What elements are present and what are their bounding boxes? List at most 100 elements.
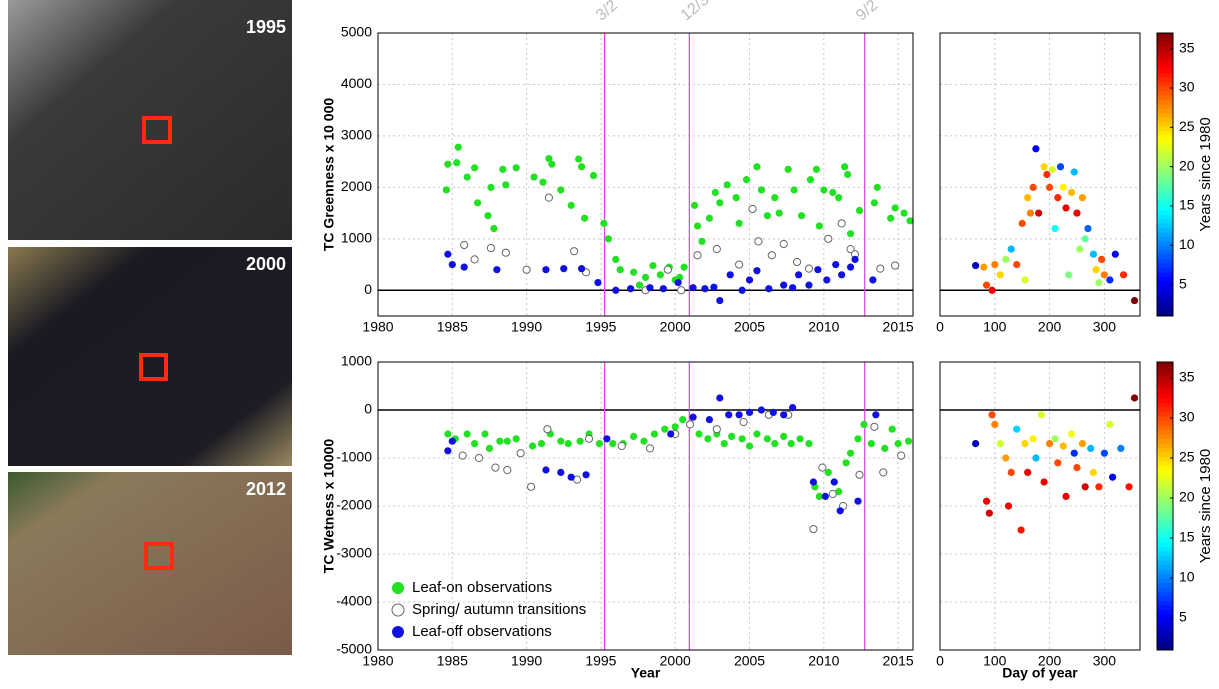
point	[528, 442, 537, 450]
point	[763, 435, 771, 443]
point	[481, 430, 489, 438]
x-tick-label: 1980	[362, 319, 393, 335]
colorbar-band	[1157, 192, 1173, 198]
photo-year: 1995	[246, 17, 286, 37]
point	[888, 425, 896, 433]
point	[1095, 278, 1103, 287]
colorbar-band	[1157, 528, 1173, 534]
colorbar-tick-label: 15	[1179, 529, 1195, 545]
colorbar-band	[1157, 41, 1173, 47]
point	[1106, 276, 1114, 284]
point	[612, 255, 620, 263]
x-tick-label: 0	[936, 653, 944, 669]
point	[738, 286, 746, 294]
point	[881, 444, 889, 452]
point	[1062, 492, 1070, 500]
point	[739, 417, 748, 427]
point	[650, 430, 659, 438]
x-tick-label: 2010	[808, 653, 839, 669]
point	[879, 468, 888, 477]
colorbar-band	[1157, 533, 1173, 538]
x-tick-label: 100	[983, 653, 1007, 669]
colorbar-band	[1157, 33, 1173, 38]
colorbar-band	[1157, 591, 1173, 597]
point	[1002, 454, 1010, 462]
y-tick-label: -4000	[336, 593, 372, 609]
x-tick-label: 300	[1093, 319, 1117, 335]
point	[674, 278, 682, 287]
point	[595, 440, 604, 448]
colorbar-band	[1157, 77, 1173, 83]
colorbar-band	[1157, 307, 1173, 313]
point	[851, 255, 859, 263]
colorbar-tick-label: 35	[1179, 39, 1195, 55]
colorbar-band	[1157, 555, 1173, 561]
point	[780, 411, 788, 419]
colorbar-band	[1157, 245, 1173, 251]
point	[780, 281, 788, 289]
point	[526, 482, 536, 491]
point	[1059, 442, 1067, 450]
colorbar-band	[1157, 497, 1173, 502]
colorbar-band	[1157, 614, 1173, 619]
point	[1062, 204, 1070, 212]
point	[548, 160, 556, 168]
point	[1037, 411, 1045, 419]
point	[448, 260, 456, 269]
point	[690, 201, 699, 209]
point	[1092, 266, 1100, 274]
point	[904, 437, 913, 445]
colorbar-band	[1157, 165, 1173, 171]
point	[474, 453, 484, 463]
point	[712, 425, 721, 434]
point	[485, 444, 494, 452]
colorbar-band	[1157, 201, 1173, 206]
x-tick-label: 2005	[734, 653, 765, 669]
colorbar-band	[1157, 596, 1173, 601]
point	[635, 281, 644, 289]
point	[539, 178, 547, 186]
colorbar-band	[1157, 214, 1173, 220]
point	[780, 432, 788, 440]
colorbar-tick-label: 10	[1179, 236, 1195, 252]
point	[584, 434, 594, 443]
point	[1021, 276, 1029, 284]
y-tick-label: 3000	[341, 127, 372, 143]
point	[725, 411, 733, 419]
point	[763, 212, 771, 220]
point	[582, 471, 590, 479]
event-date: 9/2	[853, 0, 881, 24]
point	[812, 165, 821, 173]
point	[846, 263, 855, 271]
colorbar-label: Years since 1980	[1197, 449, 1214, 564]
colorbar-band	[1157, 546, 1173, 552]
y-tick-label: 0	[364, 401, 372, 417]
point	[820, 186, 828, 194]
colorbar-band	[1157, 293, 1173, 299]
colorbar-tick-label: 25	[1179, 118, 1195, 134]
y-tick-label: 2000	[341, 178, 372, 194]
point	[1067, 188, 1076, 197]
colorbar-band	[1157, 492, 1173, 498]
point	[804, 264, 814, 273]
point	[470, 164, 479, 172]
point	[1081, 235, 1089, 243]
colorbar-band	[1157, 86, 1173, 91]
point	[809, 478, 818, 486]
point	[735, 411, 743, 419]
colorbar-band	[1157, 560, 1173, 565]
point	[769, 408, 777, 416]
point	[444, 430, 452, 438]
point	[570, 247, 579, 256]
point	[854, 497, 862, 505]
point	[814, 266, 822, 274]
point	[1002, 255, 1010, 263]
point	[630, 432, 638, 440]
photo-year: 2000	[246, 254, 286, 274]
point	[842, 459, 850, 467]
colorbar-band	[1157, 240, 1173, 246]
photo-year: 2012	[246, 479, 286, 499]
point	[1078, 194, 1087, 202]
colorbar-band	[1157, 218, 1173, 224]
colorbar-band	[1157, 429, 1173, 435]
